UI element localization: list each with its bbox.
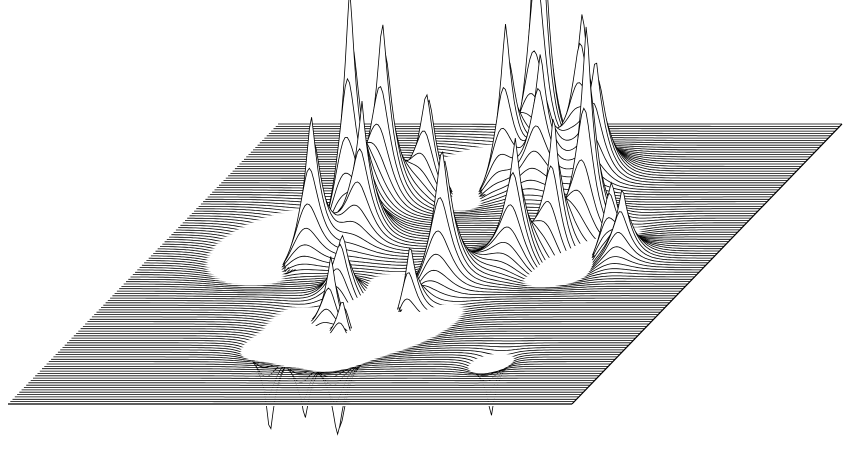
surface-trace-fill <box>91 288 656 354</box>
surface-trace-fill <box>17 394 582 397</box>
surface-trace-fill <box>268 133 833 136</box>
surface-trace-line <box>55 354 620 436</box>
surface-trace-fill <box>191 124 756 226</box>
surface-trace-fill <box>182 45 747 245</box>
surface-trace-line <box>33 377 597 380</box>
surface-trace-line <box>205 153 770 208</box>
surface-trace-fill <box>14 396 579 399</box>
surface-trace-fill <box>37 373 602 376</box>
surface-trace-fill <box>10 401 575 404</box>
surface-trace-fill <box>26 385 591 388</box>
surface-trace-fill <box>266 135 831 139</box>
surface-trace-fill <box>82 302 647 357</box>
surface-trace-fill <box>39 371 604 374</box>
surface-trace-fill <box>141 227 706 284</box>
surface-trace-fill <box>178 78 743 254</box>
surface-trace-line <box>35 375 600 378</box>
surface-trace-fill <box>42 368 606 374</box>
surface-trace-line <box>39 370 604 375</box>
surface-trace-line <box>37 373 602 376</box>
surface-trace-fill <box>21 389 586 392</box>
surface-trace-fill <box>214 100 779 203</box>
surface-traces <box>8 0 843 436</box>
surface-trace-fill <box>264 137 829 143</box>
surface-trace-fill <box>271 131 836 134</box>
surface-trace-fill <box>46 364 611 382</box>
surface-trace-line <box>200 102 765 211</box>
surface-trace-fill <box>130 196 695 287</box>
surface-trace-fill <box>137 244 702 284</box>
surface-trace-line <box>203 134 768 209</box>
surface-trace-fill <box>175 137 740 259</box>
surface-trace-line <box>42 368 606 375</box>
surface-floor-edge <box>571 123 843 405</box>
surface-trace-fill <box>19 392 584 395</box>
surface-trace-fill <box>12 399 577 402</box>
surface-trace-fill <box>96 280 661 351</box>
surface-trace-fill <box>103 272 668 343</box>
